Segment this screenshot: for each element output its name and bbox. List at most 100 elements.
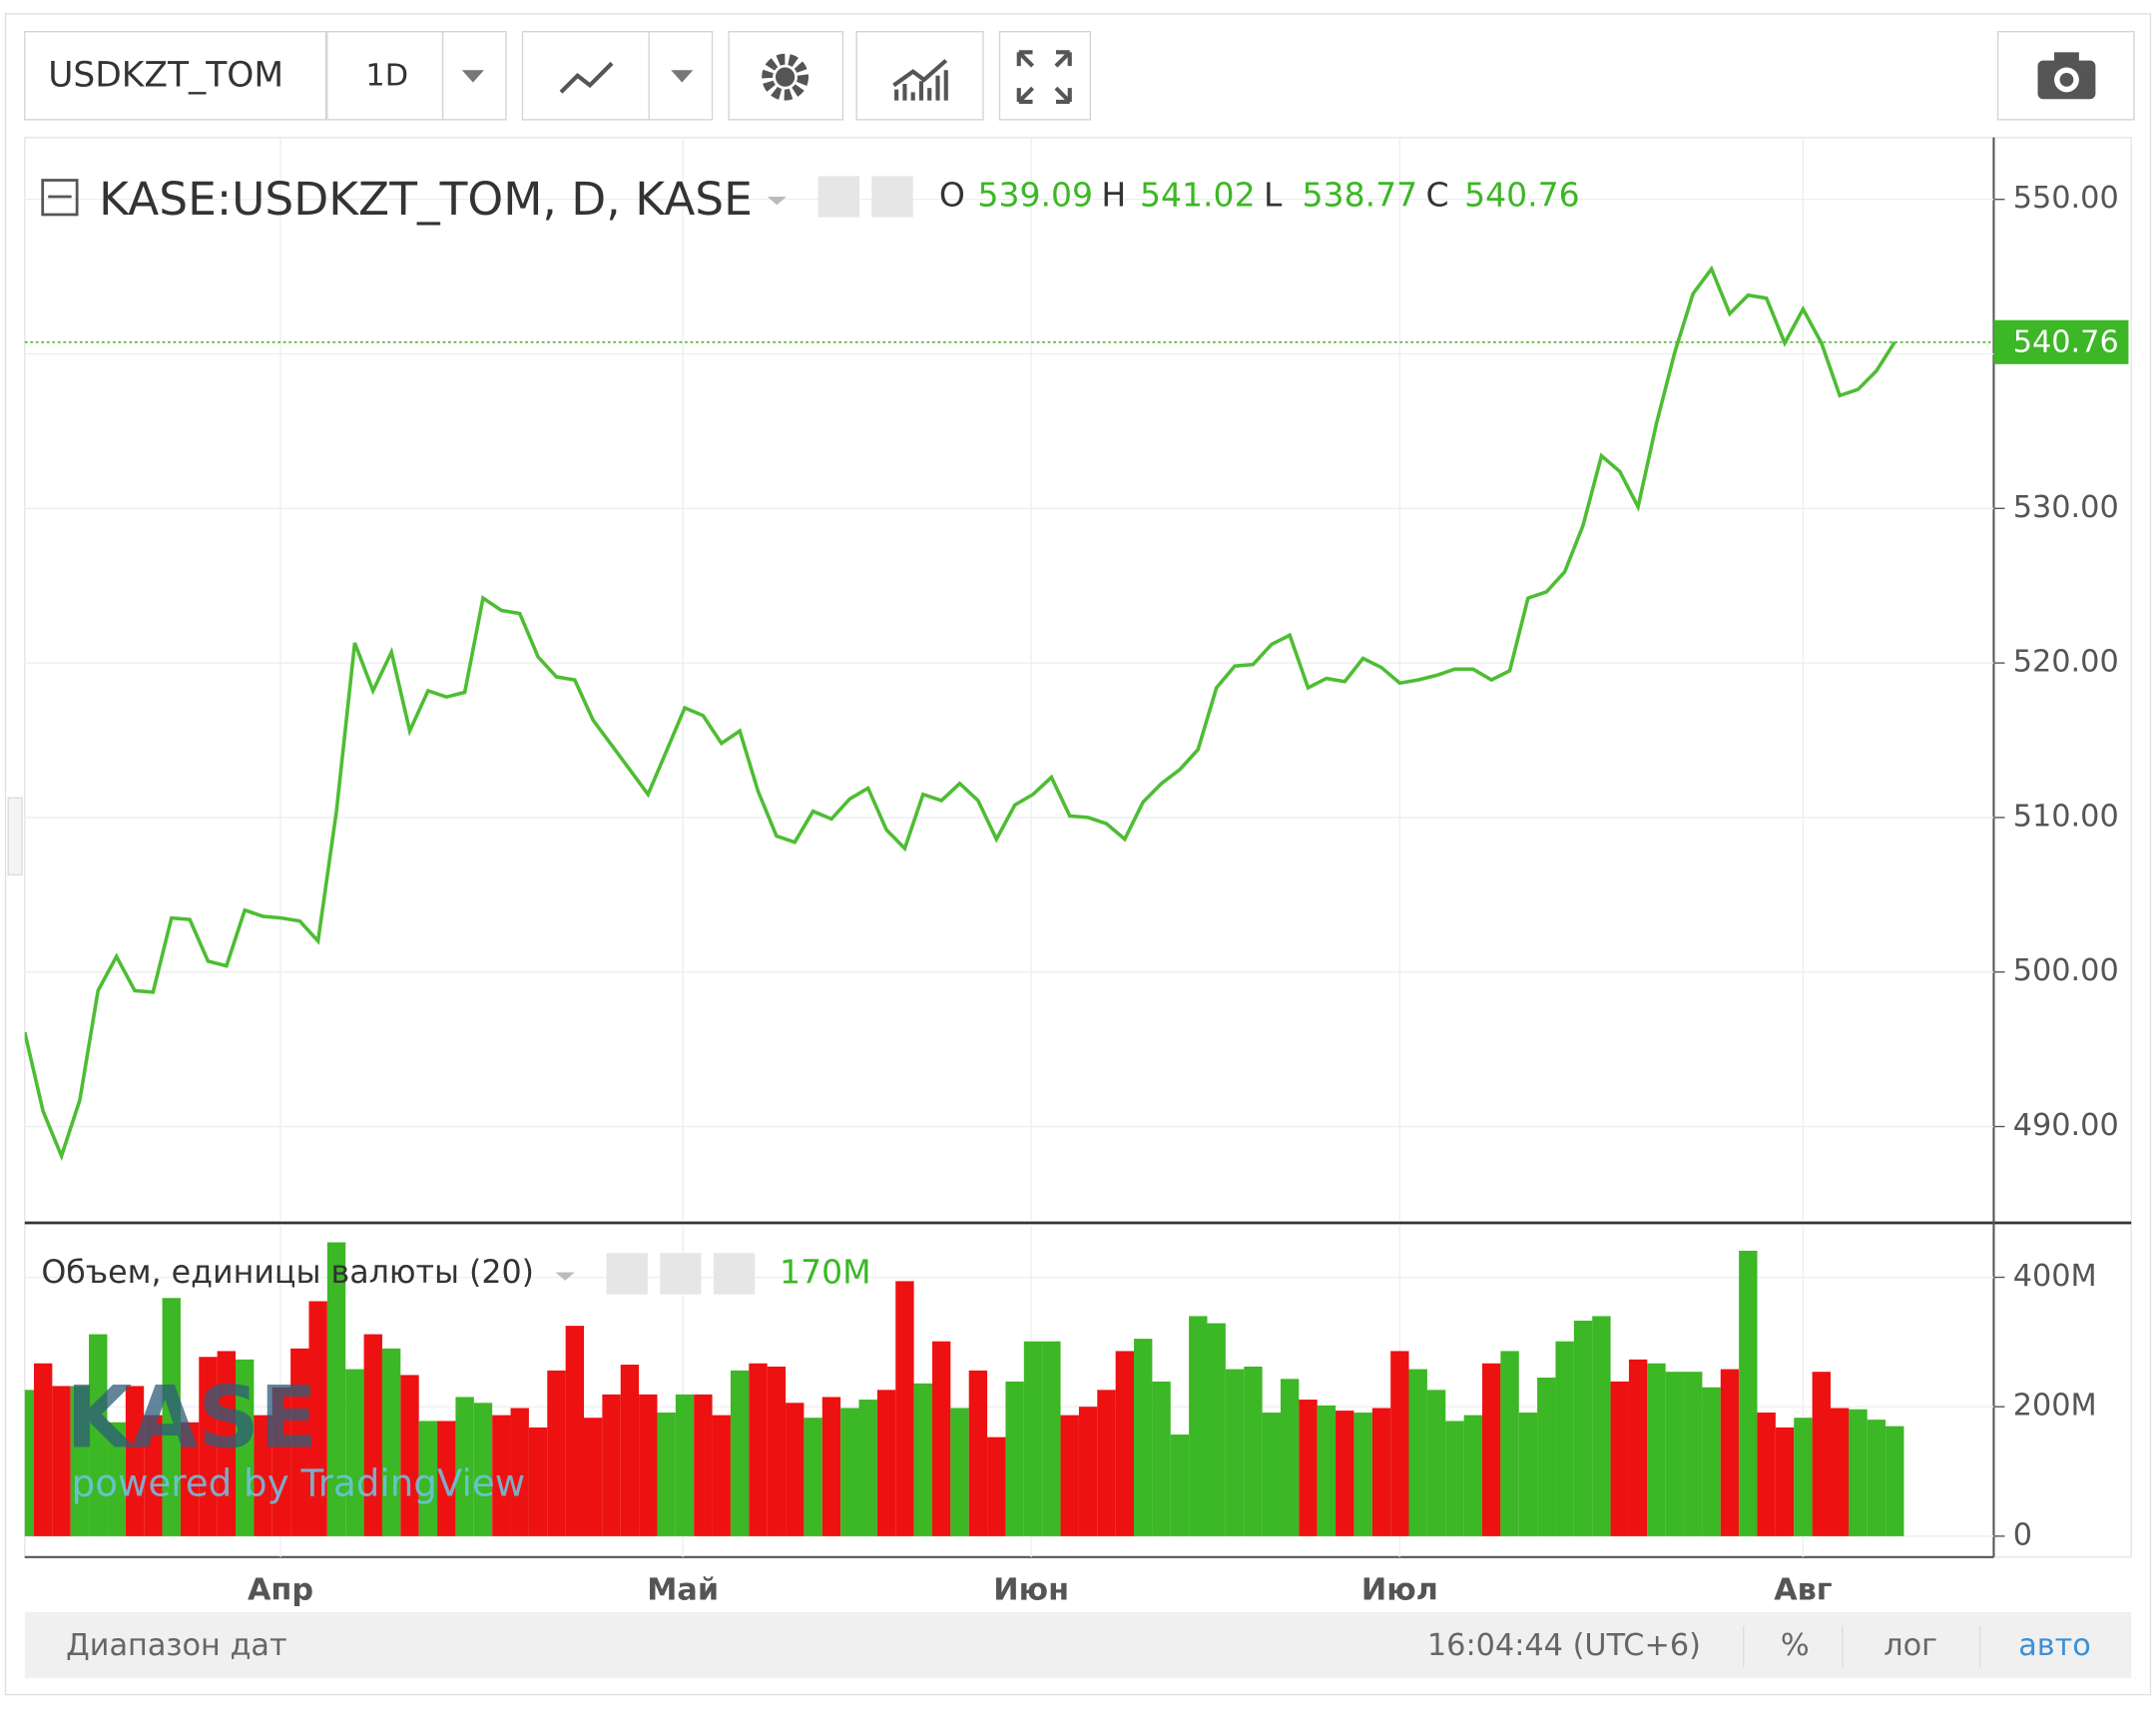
volume-bar: [547, 1370, 566, 1536]
fullscreen-button[interactable]: [998, 31, 1092, 121]
gear-hub: [775, 67, 796, 87]
volume-bar: [1225, 1369, 1245, 1536]
volume-bar: [345, 1369, 364, 1536]
volume-bar: [1390, 1351, 1409, 1536]
volume-bar: [308, 1301, 327, 1536]
volume-bar: [89, 1334, 108, 1536]
symbol-button[interactable]: [24, 31, 327, 121]
date-range[interactable]: Диапазон дат: [66, 1628, 287, 1663]
y-tick-label: 200M: [2013, 1389, 2097, 1424]
interval-button[interactable]: [326, 31, 444, 121]
volume-bar: [1317, 1405, 1337, 1536]
volume-bar: [144, 1415, 163, 1536]
interval-text: 1D: [365, 59, 408, 94]
volume-bar: [1757, 1413, 1776, 1536]
volume-bar: [1023, 1341, 1043, 1536]
eye-button[interactable]: [817, 176, 859, 218]
volume-bar: [217, 1351, 237, 1536]
volume-bar: [602, 1394, 621, 1536]
volume-bar: [1115, 1351, 1135, 1536]
volume-bar: [639, 1394, 658, 1536]
auto-toggle[interactable]: авто: [2018, 1628, 2091, 1663]
volume-bar: [326, 1242, 346, 1536]
volume-close-button[interactable]: [713, 1253, 756, 1295]
settings-small-button[interactable]: [871, 176, 913, 218]
line-icon: [559, 61, 614, 94]
percent-toggle[interactable]: %: [1781, 1628, 1810, 1663]
volume-bar: [1244, 1366, 1263, 1536]
fullscreen-icon: [1016, 50, 1072, 105]
volume-bar: [657, 1413, 676, 1536]
volume-bar: [895, 1281, 914, 1536]
volume-bar: [1353, 1413, 1372, 1536]
volume-title: Объем, единицы валюты (20): [41, 1255, 534, 1291]
volume-bar: [52, 1386, 71, 1536]
log-toggle[interactable]: лог: [1884, 1628, 1937, 1663]
ohlc-value: 539.09: [977, 176, 1093, 215]
volume-bar: [804, 1418, 822, 1536]
volume-bar: [565, 1326, 584, 1536]
volume-bar: [1170, 1434, 1190, 1536]
volume-bar: [694, 1394, 713, 1536]
volume-bar: [24, 1390, 34, 1536]
volume-bar: [931, 1341, 951, 1536]
volume-bar: [1610, 1381, 1629, 1536]
volume-bar: [107, 1422, 126, 1536]
watermark-logo: KASE: [66, 1370, 317, 1468]
volume-bars: [24, 1242, 1904, 1536]
clock: 16:04:44 (UTC+6): [1427, 1628, 1701, 1663]
chart-type-button[interactable]: [521, 31, 650, 121]
side-handle[interactable]: [7, 797, 23, 876]
volume-bar: [840, 1408, 859, 1536]
volume-bar: [1537, 1378, 1556, 1536]
ohlc-value: 538.77: [1303, 176, 1418, 215]
gear-icon: [762, 53, 809, 101]
volume-bar: [1518, 1413, 1538, 1536]
volume-bar: [1189, 1316, 1208, 1536]
volume-bar: [363, 1334, 382, 1536]
ohlc-key: H: [1101, 176, 1126, 215]
volume-bar: [418, 1421, 438, 1536]
volume-bar: [1830, 1408, 1850, 1536]
volume-bar: [1152, 1381, 1171, 1536]
volume-bar: [528, 1427, 548, 1536]
volume-bar: [1336, 1411, 1354, 1536]
volume-bar: [1592, 1316, 1611, 1536]
volume-bar: [437, 1421, 456, 1536]
volume-bar: [858, 1400, 877, 1536]
volume-bar: [1060, 1415, 1079, 1536]
volume-bar: [1078, 1407, 1098, 1536]
volume-bar: [180, 1422, 200, 1536]
volume-bar: [1628, 1359, 1648, 1536]
y-tick-label: 0: [2013, 1517, 2032, 1552]
volume-dropdown: [555, 1272, 575, 1281]
volume-bar: [381, 1348, 401, 1536]
volume-bar: [70, 1386, 90, 1536]
volume-bar: [510, 1408, 529, 1536]
last-price-label: 540.76: [2013, 325, 2119, 360]
y-tick-label: 510.00: [2013, 799, 2119, 834]
ohlc-value: 540.76: [1464, 176, 1580, 215]
volume-bar: [1665, 1372, 1685, 1536]
ohlc-key: L: [1264, 176, 1283, 215]
volume-bar: [950, 1408, 969, 1536]
volume-last: 170M: [780, 1252, 871, 1291]
volume-eye-button[interactable]: [606, 1253, 648, 1295]
volume-bar: [290, 1348, 309, 1536]
x-tick-label: Июл: [1361, 1573, 1438, 1608]
chart-area: [24, 137, 2132, 1558]
volume-settings-button[interactable]: [660, 1253, 702, 1295]
volume-bar: [1445, 1421, 1464, 1536]
last-price-box: [1993, 319, 2129, 364]
volume-bar: [876, 1390, 896, 1536]
volume-bar: [1134, 1339, 1153, 1536]
snapshot-button[interactable]: [1996, 31, 2135, 121]
volume-bar: [1647, 1363, 1666, 1536]
x-tick-label: Авг: [1774, 1573, 1833, 1608]
camera-top: [2054, 52, 2079, 64]
x-tick-label: Май: [647, 1573, 719, 1608]
collapse-button[interactable]: [41, 179, 79, 217]
volume-bar: [236, 1359, 255, 1536]
y-tick-label: 490.00: [2013, 1108, 2119, 1143]
